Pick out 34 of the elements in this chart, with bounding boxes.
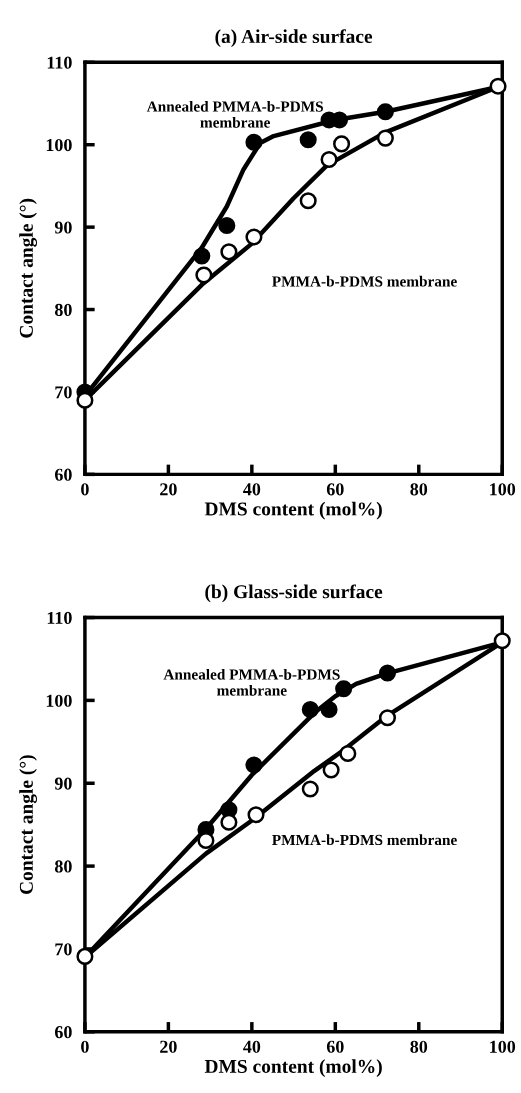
y-tick-label: 70	[55, 386, 72, 399]
y-tick-label: 110	[47, 56, 72, 69]
x-tick-label: 60	[326, 483, 344, 496]
x-tick-label: 60	[326, 1040, 344, 1053]
y-tick-label: 70	[55, 943, 72, 956]
x-tick-label: 0	[81, 483, 89, 496]
y-axis-title: Contact angle (°)	[19, 755, 38, 895]
y-tick-label: 100	[46, 694, 72, 707]
x-tick-label: 40	[243, 483, 261, 496]
y-tick-label: 60	[54, 468, 72, 481]
y-tick-label: 90	[54, 777, 72, 790]
x-tick-label: 40	[243, 1040, 261, 1053]
y-tick-label: 110	[47, 611, 72, 624]
chart-title: (b) Glass-side surface	[205, 584, 383, 603]
x-tick-label: 100	[490, 1040, 516, 1053]
x-tick-label: 80	[410, 483, 428, 496]
y-tick-label: 60	[54, 1026, 72, 1039]
x-axis-title: DMS content (mol%)	[204, 501, 382, 520]
x-axis-title: DMS content (mol%)	[204, 1059, 382, 1077]
x-tick-label: 80	[410, 1040, 428, 1053]
annotation: PMMA-b-PDMS membrane	[272, 834, 457, 846]
y-tick-label: 90	[54, 221, 72, 234]
y-tick-label: 80	[54, 303, 72, 316]
y-tick-label: 80	[54, 860, 72, 873]
y-tick-label: 100	[46, 138, 72, 152]
x-tick-label: 100	[490, 483, 516, 496]
y-axis-title: Contact angle (°)	[19, 198, 38, 338]
x-tick-label: 20	[160, 1040, 177, 1053]
chart-title: (a) Air-side surface	[215, 29, 373, 47]
annotation: Annealed PMMA-b-PDMS membrane	[146, 100, 323, 128]
annotation: Annealed PMMA-b-PDMS membrane	[163, 668, 340, 696]
x-tick-label: 20	[160, 483, 177, 496]
annotation: PMMA-b-PDMS membrane	[272, 275, 457, 287]
x-tick-label: 0	[81, 1040, 89, 1053]
